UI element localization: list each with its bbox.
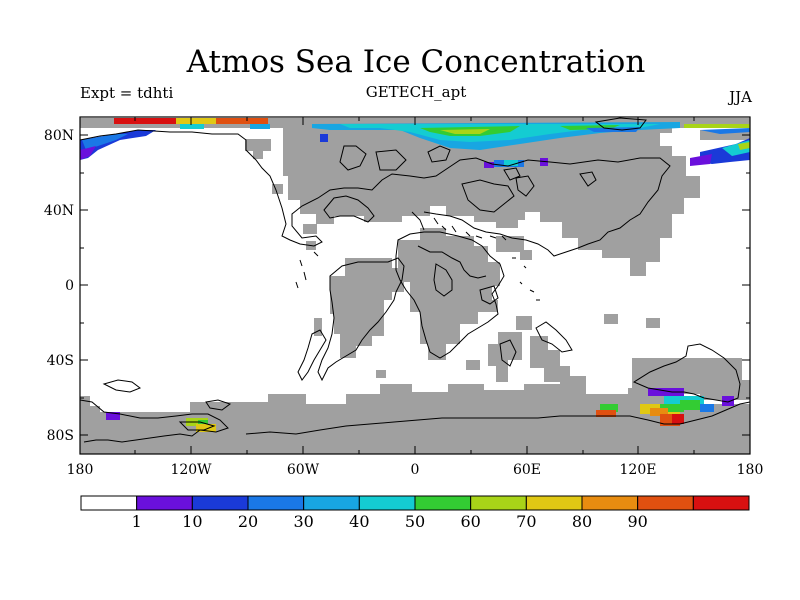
experiment-label: Expt = tdhti [80, 84, 174, 102]
lon-label-120e: 120E [620, 462, 657, 478]
lat-label-40n: 40N [44, 203, 74, 219]
colorbar: 1 10 20 30 40 50 60 70 80 90 [80, 495, 750, 531]
colorbar-box-4 [303, 495, 360, 511]
lat-label-equator: 0 [65, 278, 74, 294]
colorbar-box-0 [80, 495, 138, 511]
coastlines [80, 117, 750, 443]
colorbar-box-6 [414, 495, 472, 511]
colorbar-label-60: 60 [460, 512, 480, 531]
lon-label-180e: 180 [737, 462, 764, 478]
colorbar-label-1: 1 [132, 512, 142, 531]
colorbar-label-70: 70 [516, 512, 536, 531]
map-title: Atmos Sea Ice Concentration [186, 44, 646, 80]
colorbar-box-3 [247, 495, 305, 511]
lon-label-180w: 180 [67, 462, 94, 478]
lat-label-80n: 80N [44, 128, 74, 144]
lon-label-120w: 120W [170, 462, 212, 478]
lon-label-0: 0 [411, 462, 420, 478]
lat-label-40s: 40S [47, 353, 74, 369]
colorbar-label-90: 90 [627, 512, 647, 531]
dataset-label: GETECH_apt [365, 83, 467, 101]
colorbar-box-8 [525, 495, 583, 511]
colorbar-label-80: 80 [572, 512, 592, 531]
colorbar-label-50: 50 [405, 512, 425, 531]
colorbar-box-11 [692, 495, 750, 511]
lon-label-60e: 60E [513, 462, 541, 478]
colorbar-box-1 [136, 495, 193, 511]
colorbar-box-5 [358, 495, 416, 511]
colorbar-box-9 [581, 495, 639, 511]
colorbar-label-40: 40 [349, 512, 369, 531]
colorbar-box-2 [191, 495, 249, 511]
season-label: JJA [729, 88, 752, 106]
colorbar-label-30: 30 [293, 512, 313, 531]
lat-label-80s: 80S [47, 428, 74, 444]
colorbar-box-7 [470, 495, 527, 511]
colorbar-label-20: 20 [238, 512, 258, 531]
axis-ticks [80, 117, 750, 454]
colorbar-box-10 [637, 495, 694, 511]
lon-label-60w: 60W [287, 462, 320, 478]
colorbar-label-10: 10 [182, 512, 202, 531]
